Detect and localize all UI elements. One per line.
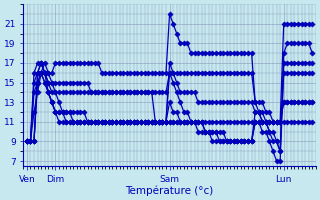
X-axis label: Température (°c): Température (°c) <box>125 185 214 196</box>
